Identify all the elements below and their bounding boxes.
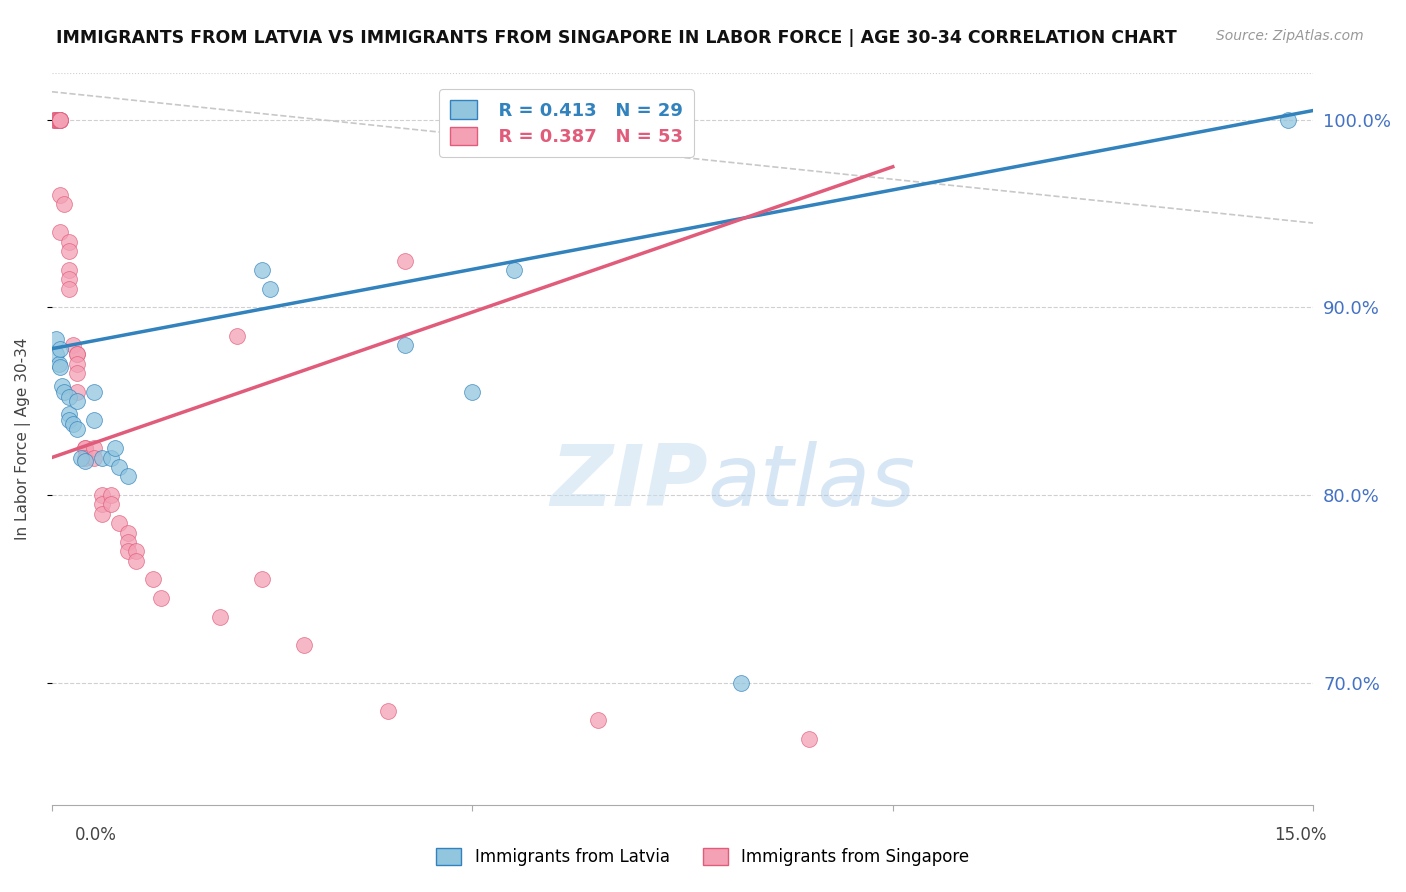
Point — [58, 408, 80, 422]
Point — [49, 112, 72, 127]
Point — [58, 263, 80, 277]
Point — [503, 263, 526, 277]
Point — [62, 417, 84, 431]
Point — [49, 112, 72, 127]
Text: 0.0%: 0.0% — [75, 826, 117, 844]
Point — [104, 441, 127, 455]
Point — [70, 450, 93, 465]
Point — [108, 459, 131, 474]
Point — [292, 638, 315, 652]
Point — [53, 197, 76, 211]
Point — [91, 450, 114, 465]
Point — [588, 713, 610, 727]
Point — [100, 497, 122, 511]
Point — [58, 391, 80, 405]
Text: 15.0%: 15.0% — [1274, 826, 1327, 844]
Point — [66, 384, 89, 399]
Point — [730, 675, 752, 690]
Point — [250, 573, 273, 587]
Point — [58, 272, 80, 286]
Point — [91, 507, 114, 521]
Point — [58, 413, 80, 427]
Point — [66, 422, 89, 436]
Point — [797, 731, 820, 746]
Point — [51, 379, 73, 393]
Point — [75, 441, 97, 455]
Point — [44, 112, 66, 127]
Point — [259, 282, 281, 296]
Point — [58, 282, 80, 296]
Point — [83, 441, 105, 455]
Text: ZIP: ZIP — [550, 442, 707, 524]
Point — [66, 366, 89, 380]
Point — [150, 591, 173, 606]
Point — [225, 328, 247, 343]
Point — [45, 112, 67, 127]
Point — [125, 544, 148, 558]
Point — [461, 384, 484, 399]
Point — [83, 384, 105, 399]
Point — [58, 244, 80, 259]
Point — [125, 554, 148, 568]
Point — [394, 253, 416, 268]
Point — [46, 112, 69, 127]
Point — [66, 394, 89, 409]
Point — [377, 704, 399, 718]
Point — [75, 441, 97, 455]
Text: Source: ZipAtlas.com: Source: ZipAtlas.com — [1216, 29, 1364, 43]
Point — [49, 112, 72, 127]
Legend:   R = 0.413   N = 29,   R = 0.387   N = 53: R = 0.413 N = 29, R = 0.387 N = 53 — [439, 89, 695, 157]
Point — [250, 263, 273, 277]
Legend: Immigrants from Latvia, Immigrants from Singapore: Immigrants from Latvia, Immigrants from … — [430, 841, 976, 873]
Point — [49, 342, 72, 356]
Y-axis label: In Labor Force | Age 30-34: In Labor Force | Age 30-34 — [15, 337, 31, 540]
Point — [66, 347, 89, 361]
Point — [49, 188, 72, 202]
Point — [100, 488, 122, 502]
Point — [53, 384, 76, 399]
Point — [49, 226, 72, 240]
Point — [58, 235, 80, 249]
Point — [117, 469, 139, 483]
Point — [1277, 112, 1299, 127]
Point — [142, 573, 165, 587]
Point — [49, 112, 72, 127]
Point — [117, 544, 139, 558]
Point — [83, 413, 105, 427]
Point — [62, 338, 84, 352]
Point — [45, 112, 67, 127]
Point — [75, 454, 97, 468]
Point — [83, 450, 105, 465]
Point — [75, 450, 97, 465]
Point — [45, 332, 67, 346]
Point — [91, 497, 114, 511]
Point — [49, 112, 72, 127]
Text: atlas: atlas — [707, 442, 915, 524]
Point — [66, 357, 89, 371]
Point — [44, 112, 66, 127]
Point — [100, 450, 122, 465]
Text: IMMIGRANTS FROM LATVIA VS IMMIGRANTS FROM SINGAPORE IN LABOR FORCE | AGE 30-34 C: IMMIGRANTS FROM LATVIA VS IMMIGRANTS FRO… — [56, 29, 1177, 46]
Point — [48, 112, 70, 127]
Point — [48, 357, 70, 371]
Point — [45, 347, 67, 361]
Point — [117, 535, 139, 549]
Point — [66, 347, 89, 361]
Point — [45, 112, 67, 127]
Point — [91, 488, 114, 502]
Point — [394, 338, 416, 352]
Point — [108, 516, 131, 531]
Point — [48, 112, 70, 127]
Point — [117, 525, 139, 540]
Point — [49, 360, 72, 375]
Point — [208, 610, 231, 624]
